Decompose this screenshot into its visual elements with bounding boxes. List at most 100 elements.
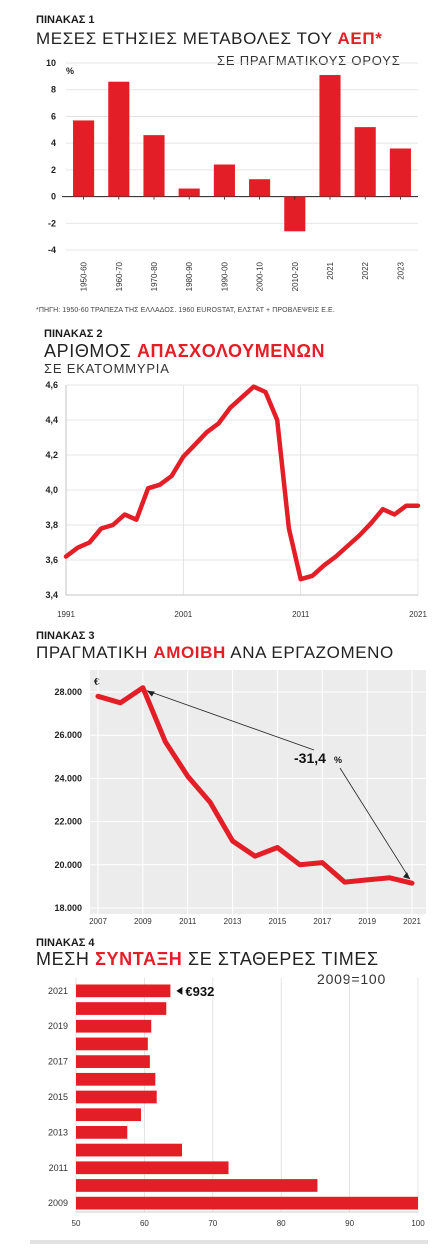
chart1-bar	[319, 75, 341, 197]
chart2-series-line	[63, 384, 421, 582]
chart4-label: ΠΙΝΑΚΑΣ 4	[36, 937, 95, 949]
chart2-xtick-label: 2021	[409, 610, 427, 619]
chart1-xtick-label: 1960-70	[115, 261, 124, 291]
chart3-ytick-label: 28.000	[54, 687, 82, 697]
chart1-ytick-label: 6	[51, 111, 56, 121]
chart3-annotation-arrowhead-down	[403, 872, 410, 880]
chart3-xtick-label: 2015	[269, 917, 287, 926]
chart1-title-text: ΜΕΣΕΣ ΕΤΗΣΙΕΣ ΜΕΤΑΒΟΛΕΣ ΤΟΥ	[36, 29, 338, 48]
chart2-xtick-label: 1991	[57, 610, 75, 619]
chart2-ytick-label: 3,4	[45, 590, 58, 600]
chart1-label: ΠΙΝΑΚΑΣ 1	[36, 14, 95, 26]
chart3-xtick-label: 2021	[403, 917, 421, 926]
chart1-xtick-label: 2021	[326, 261, 335, 279]
chart1-bar	[213, 164, 235, 197]
chart3-xtick-label: 2009	[134, 917, 152, 926]
chart3-title-highlight: ΑΜΟΙΒΗ	[153, 643, 226, 662]
chart4-bar	[76, 1161, 229, 1175]
chart1-bar	[143, 135, 165, 197]
chart4-annotation-arrow	[176, 986, 183, 995]
chart3-xtick-label: 2011	[179, 917, 197, 926]
chart2-ytick-label: 4,2	[45, 450, 58, 460]
chart4-xtick-label: 100	[411, 1219, 425, 1228]
chart4-subtitle: 2009=100	[317, 971, 387, 987]
chart4-title-highlight: ΣΥΝΤΑΞΗ	[95, 949, 183, 969]
chart2-title: ΑΡΙΘΜΟΣ ΑΠΑΣΧΟΛΟΥΜΕΝΩΝ	[44, 341, 325, 362]
chart3-annotation-label: -31,4	[294, 750, 326, 766]
chart1-ytick-label: -4	[48, 245, 56, 255]
chart3-xtick-label: 2007	[89, 917, 107, 926]
chart2-xtick-label: 2001	[174, 610, 192, 619]
chart4-bar	[76, 1179, 318, 1192]
chart4-ytick-label: 2011	[49, 1163, 68, 1173]
chart4-svg: 50 60 70 80 90 100 2021 €932 2019 2017 2015 2013 201…	[48, 978, 425, 1228]
chart1-xtick-label: 1950-60	[80, 261, 89, 291]
chart4-title: ΜΕΣΗ ΣΥΝΤΑΞΗ ΣΕ ΣΤΑΘΕΡΕΣ ΤΙΜΕΣ	[36, 949, 379, 970]
chart4-bar	[76, 1019, 152, 1033]
chart3-ytick-label: 24.000	[54, 773, 82, 783]
chart1-ytick-label: 8	[51, 85, 56, 95]
chart4-bar	[76, 1037, 148, 1051]
chart4-ytick-label: 2009	[48, 1198, 68, 1208]
chart2-xtick-label: 2011	[292, 610, 310, 619]
chart3-title: ΠΡΑΓΜΑΤΙΚΗ ΑΜΟΙΒΗ ΑΝΑ ΕΡΓΑΖΟΜΕΝΟ	[36, 643, 394, 663]
chart1-bar	[354, 127, 376, 197]
chart4-bar	[76, 984, 171, 998]
chart2-ytick-label: 4,6	[45, 380, 58, 390]
chart3-xtick-label: 2013	[224, 917, 242, 926]
chart4-xtick-label: 60	[140, 1219, 149, 1228]
chart4-bar	[76, 1090, 157, 1104]
chart4-bar	[76, 1055, 150, 1068]
chart4-ytick-label: 2013	[48, 1127, 68, 1137]
chart1-title: ΜΕΣΕΣ ΕΤΗΣΙΕΣ ΜΕΤΑΒΟΛΕΣ ΤΟΥ ΑΕΠ*	[36, 29, 382, 49]
chart3-annotation-unit: %	[334, 755, 342, 765]
chart4-xtick-label: 50	[72, 1219, 81, 1228]
chart2-ytick-label: 4,4	[45, 415, 58, 425]
chart1-bar	[389, 148, 411, 197]
chart2-panel: ΠΙΝΑΚΑΣ 2 ΑΡΙΘΜΟΣ ΑΠΑΣΧΟΛΟΥΜΕΝΩΝ ΣΕ ΕΚΑΤ…	[0, 320, 445, 630]
chart1-footnote: *ΠΗΓΗ: 1950-60 ΤΡΑΠΕΖΑ ΤΗΣ ΕΛΛΑΔΟΣ. 1960…	[36, 307, 335, 314]
chart4-xtick-label: 70	[208, 1219, 217, 1228]
chart3-ytick-label: 26.000	[54, 730, 82, 740]
chart2-ytick-label: 3,8	[45, 520, 58, 530]
chart3-ytick-label: 20.000	[54, 860, 82, 870]
chart4-bar	[76, 1108, 141, 1122]
chart4-annotation-label: €932	[185, 984, 214, 999]
chart2-label: ΠΙΝΑΚΑΣ 2	[44, 328, 103, 340]
chart4-title-text: ΜΕΣΗ	[36, 949, 96, 969]
chart1-ytick-label: -2	[48, 218, 56, 228]
chart2-ytick-label: 3,6	[45, 555, 58, 565]
chart3-unit-label: €	[94, 677, 100, 688]
chart2-ytick-label: 4,0	[45, 485, 58, 495]
chart3-title-text: ΠΡΑΓΜΑΤΙΚΗ	[36, 643, 154, 662]
chart4-panel: ΠΙΝΑΚΑΣ 4 ΜΕΣΗ ΣΥΝΤΑΞΗ ΣΕ ΣΤΑΘΕΡΕΣ ΤΙΜΕΣ…	[0, 935, 445, 1253]
chart1-bar	[249, 179, 271, 197]
chart4-bar	[76, 1002, 167, 1015]
chart2-svg: 4,6 4,4 4,2 4,0 3,8 3,6 3,4 1991 2001 2011 2021	[45, 380, 427, 619]
chart1-xtick-label: 1970-80	[150, 261, 159, 291]
chart1-ytick-label: 2	[51, 165, 56, 175]
chart1-ytick-label: 4	[51, 138, 56, 148]
chart1-ytick-label: 10	[46, 58, 56, 68]
chart1-ytick-label: 0	[51, 192, 56, 202]
chart4-ytick-label: 2017	[48, 1057, 68, 1067]
chart1-xtick-label: 2022	[361, 261, 370, 279]
chart3-title-text-end: ΑΝΑ ΕΡΓΑΖΟΜΕΝΟ	[225, 643, 394, 662]
chart1-unit-label: %	[66, 66, 74, 76]
chart1-xtick-label: 1990-00	[220, 261, 229, 291]
chart3-series-line	[95, 685, 415, 886]
chart1-title-highlight: ΑΕΠ*	[337, 29, 383, 48]
chart4-xtick-label: 80	[277, 1219, 286, 1228]
chart3-annotation-arrow-up	[146, 690, 315, 751]
chart3-svg: €28.000 26.000 24.000 22.000 20.000 18.000 200…	[54, 670, 426, 926]
chart3-label: ΠΙΝΑΚΑΣ 3	[36, 630, 95, 642]
chart3-ytick-label: 22.000	[54, 817, 82, 827]
chart1-bar	[73, 120, 95, 197]
chart3-xtick-label: 2017	[313, 917, 331, 926]
chart2-title-text: ΑΡΙΘΜΟΣ	[44, 341, 137, 361]
chart4-bar	[76, 1143, 183, 1157]
bottom-rule	[30, 1240, 428, 1244]
chart4-ytick-label: 2015	[48, 1092, 68, 1102]
chart4-xtick-label: 90	[345, 1219, 354, 1228]
chart1-subtitle: ΣΕ ΠΡΑΓΜΑΤΙΚΟΥΣ ΟΡΟΥΣ	[217, 53, 401, 68]
